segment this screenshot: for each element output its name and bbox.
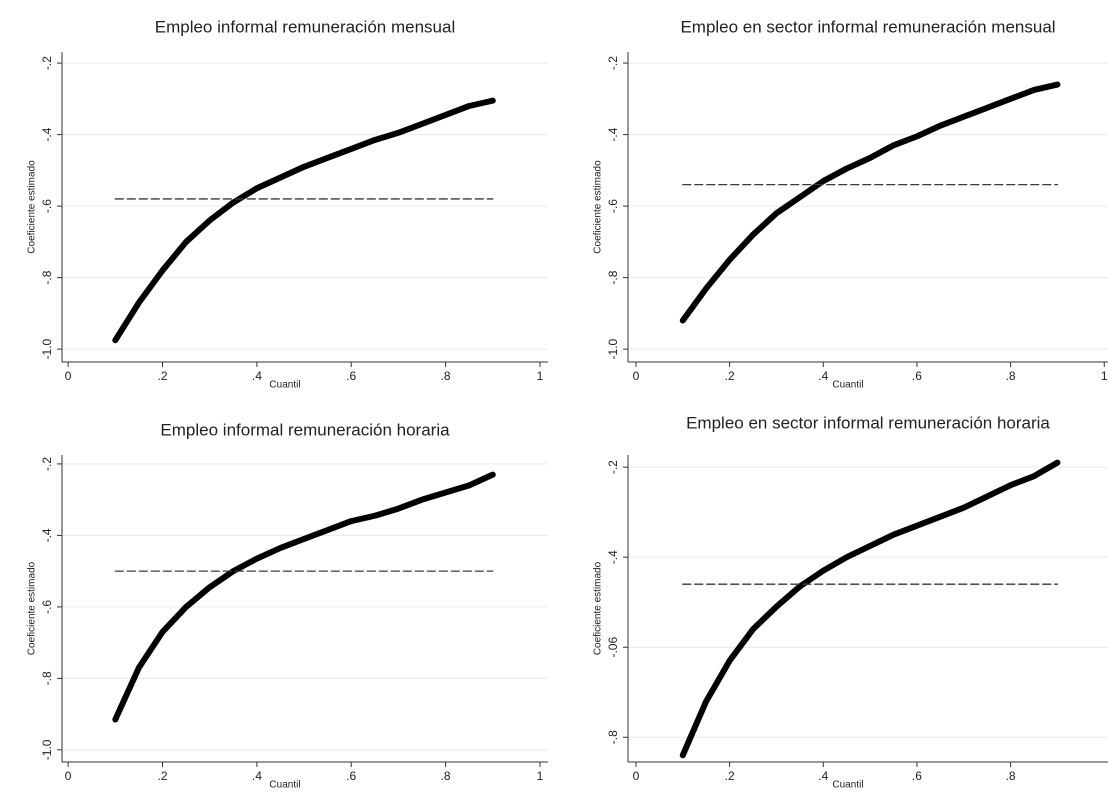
y-tick-label: -.8 xyxy=(606,270,620,284)
y-tick-label: -.4 xyxy=(606,127,620,141)
chart-title: Empleo en sector informal remuneración h… xyxy=(686,413,1050,432)
y-axis-label: Coeficiente estimado xyxy=(593,561,604,655)
y-axis-label: Coeficiente estimado xyxy=(27,160,38,254)
x-tick-label: 0 xyxy=(65,369,72,383)
data-line xyxy=(679,459,1061,759)
y-tick-label: -.6 xyxy=(40,199,54,213)
x-tick-label: .6 xyxy=(346,769,356,783)
y-axis-label: Coeficiente estimado xyxy=(593,160,604,254)
x-tick-label: 1 xyxy=(537,369,544,383)
y-tick-label: -.4 xyxy=(40,127,54,141)
x-axis-label: Cuantil xyxy=(269,380,300,391)
y-tick-label: -1.0 xyxy=(40,739,54,760)
x-tick-label: 0 xyxy=(65,769,72,783)
x-tick-label: .4 xyxy=(252,369,262,383)
chart-title: Empleo en sector informal remuneración m… xyxy=(680,17,1055,36)
x-tick-label: .2 xyxy=(725,769,735,783)
x-tick-label: .2 xyxy=(157,769,167,783)
y-tick-label: -.6 xyxy=(606,199,620,213)
y-tick-label: -.2 xyxy=(606,460,620,474)
y-tick-label: -.2 xyxy=(40,457,54,471)
x-tick-label: .6 xyxy=(346,369,356,383)
y-tick-label: -.6 xyxy=(40,600,54,614)
data-line xyxy=(679,81,1061,324)
x-tick-label: .4 xyxy=(818,369,828,383)
x-tick-label: 0 xyxy=(633,369,640,383)
x-tick-label: .2 xyxy=(725,369,735,383)
x-tick-label: 1 xyxy=(1101,369,1108,383)
x-tick-label: .8 xyxy=(441,369,451,383)
y-tick-label: -.06 xyxy=(606,637,620,658)
x-tick-label: .6 xyxy=(912,369,922,383)
y-tick-label: -.8 xyxy=(606,730,620,744)
y-tick-label: -.4 xyxy=(606,550,620,564)
x-tick-label: .4 xyxy=(252,769,262,783)
x-tick-label: .8 xyxy=(441,769,451,783)
y-tick-label: -1.0 xyxy=(606,338,620,359)
data-line xyxy=(112,471,496,723)
x-tick-label: .8 xyxy=(1006,769,1016,783)
x-axis-label: Cuantil xyxy=(269,780,300,791)
x-tick-label: .2 xyxy=(157,369,167,383)
chart-title: Empleo informal remuneración horaria xyxy=(160,420,450,439)
y-tick-label: -.2 xyxy=(40,56,54,70)
y-tick-label: -.2 xyxy=(606,56,620,70)
y-tick-label: -.8 xyxy=(40,270,54,284)
y-tick-label: -.4 xyxy=(40,528,54,542)
x-tick-label: 0 xyxy=(633,769,640,783)
chart-title: Empleo informal remuneración mensual xyxy=(155,17,455,36)
x-tick-label: 1 xyxy=(537,769,544,783)
data-line xyxy=(112,97,496,344)
y-tick-label: -.8 xyxy=(40,671,54,685)
x-tick-label: .4 xyxy=(818,769,828,783)
x-tick-label: .8 xyxy=(1006,369,1016,383)
x-tick-label: .6 xyxy=(912,769,922,783)
x-axis-label: Cuantil xyxy=(832,780,863,791)
y-axis-label: Coeficiente estimado xyxy=(27,561,38,655)
y-tick-label: -1.0 xyxy=(40,338,54,359)
x-axis-label: Cuantil xyxy=(832,380,863,391)
